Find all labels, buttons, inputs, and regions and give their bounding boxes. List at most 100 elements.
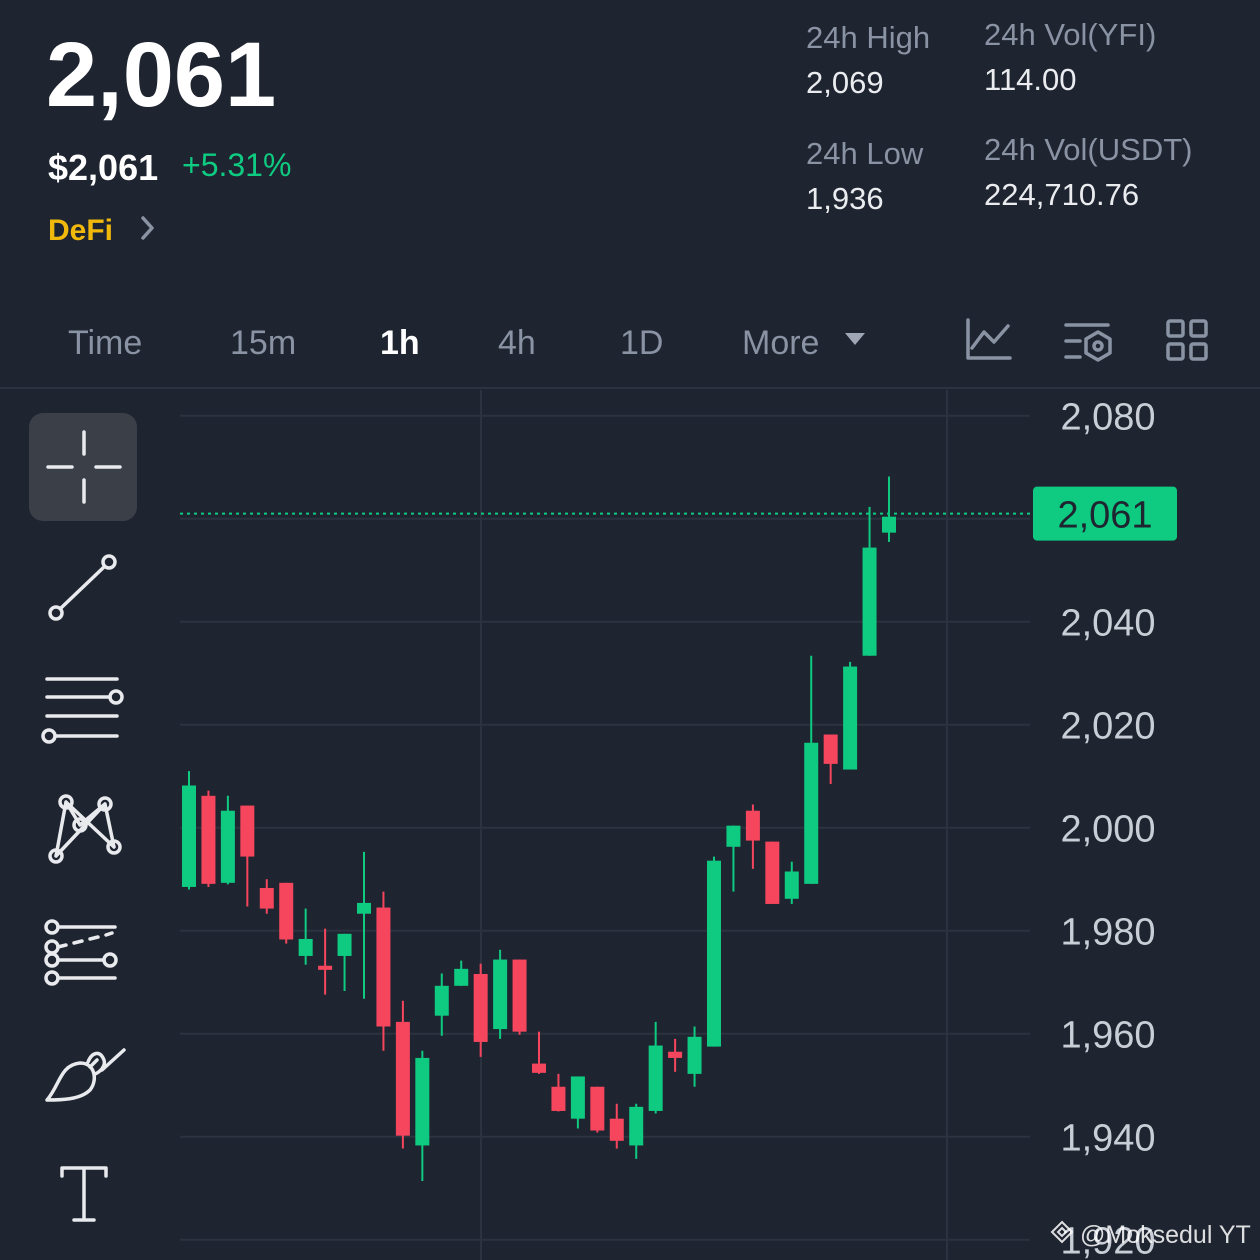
usd-price: $2,061 — [48, 147, 158, 188]
candle-body — [823, 734, 838, 764]
y-tick-label: 1,960 — [1060, 1015, 1155, 1057]
icon — [45, 1061, 97, 1102]
candle-body — [843, 666, 858, 770]
icon — [1084, 330, 1112, 362]
candle-body — [882, 516, 896, 533]
candle-body — [395, 1021, 410, 1136]
tab[interactable]: 4h — [498, 324, 536, 362]
candle-body — [279, 882, 294, 940]
stat-label: 24h High — [806, 20, 930, 55]
icon — [1064, 323, 1110, 359]
stat-label: 24h Vol(YFI) — [984, 17, 1156, 52]
candle-body — [454, 968, 469, 986]
icon — [58, 794, 74, 810]
settings-button[interactable] — [1064, 323, 1112, 362]
icon — [44, 952, 60, 968]
candle-body — [570, 1076, 585, 1119]
last-price-label: 2,061 — [1057, 495, 1152, 537]
tab[interactable]: More — [742, 324, 819, 362]
candle-body — [648, 1045, 663, 1111]
icon — [48, 605, 64, 621]
fib-tool[interactable] — [44, 919, 118, 986]
y-tick-label: 2,040 — [1060, 603, 1155, 645]
stat-value: 114.00 — [984, 62, 1077, 97]
y-tick-label: 2,080 — [1060, 397, 1155, 439]
horizontal-line-tool[interactable] — [41, 677, 124, 744]
candle-body — [182, 785, 196, 887]
candle-body — [493, 959, 508, 1030]
icon — [45, 677, 119, 738]
candle-body — [629, 1106, 644, 1146]
candle-body — [512, 959, 527, 1032]
layout-button[interactable] — [1166, 319, 1208, 361]
dropdown-arrow — [845, 333, 865, 345]
tab[interactable]: 1h — [380, 324, 420, 362]
tag-link[interactable]: DeFi — [48, 214, 154, 247]
candle-body — [434, 985, 449, 1016]
candle-body — [862, 547, 877, 656]
icon — [60, 1166, 108, 1222]
icon — [106, 839, 122, 855]
icon — [56, 925, 117, 980]
tabs: Time 15m 1h 4h 1D More — [68, 324, 819, 362]
icon — [1166, 319, 1185, 338]
icon — [108, 689, 124, 705]
icon — [1189, 342, 1208, 361]
crosshair-tool[interactable] — [29, 413, 137, 521]
candle-body — [357, 902, 371, 914]
candle-body — [240, 805, 255, 857]
y-tick-label: 2,000 — [1060, 809, 1155, 851]
candle-body — [532, 1063, 546, 1073]
icon — [970, 324, 1010, 350]
icon — [102, 952, 118, 968]
icon — [44, 919, 60, 935]
y-tick-label: 1,920 — [1060, 1221, 1155, 1260]
tab[interactable]: 15m — [230, 324, 296, 362]
icon — [1189, 319, 1208, 338]
icon — [1092, 340, 1104, 352]
candle-body — [473, 973, 488, 1042]
tool-selected — [29, 413, 137, 521]
tab[interactable]: 1D — [620, 324, 663, 362]
icon — [46, 430, 122, 504]
icon — [966, 318, 1012, 360]
icon — [86, 1051, 107, 1076]
chart: 2,0802,0602,0402,0202,0001,9801,9601,940… — [180, 397, 1177, 1260]
tab[interactable]: Time — [68, 324, 142, 362]
indicator-button[interactable] — [966, 318, 1012, 360]
watermark-text: @Moksedul YT — [1080, 1221, 1251, 1249]
candle-body — [765, 841, 780, 904]
candle-body — [707, 860, 721, 1047]
brush-tool[interactable] — [45, 1048, 126, 1102]
y-tick-label: 1,980 — [1060, 912, 1155, 954]
chevron — [141, 216, 154, 240]
candle-body — [804, 742, 819, 884]
icon — [48, 848, 64, 864]
tag[interactable]: DeFi — [48, 214, 113, 247]
icon — [88, 1048, 126, 1072]
line-tool[interactable] — [48, 554, 117, 621]
candle-body — [745, 810, 760, 841]
stat-value: 224,710.76 — [984, 177, 1139, 212]
icon — [41, 728, 57, 744]
candle-body — [609, 1118, 624, 1141]
stat-value: 1,936 — [806, 181, 884, 216]
stats: 24h High 2,069 24h Low 1,936 24h Vol(YFI) 114… — [806, 17, 1192, 216]
change: +5.31% — [182, 147, 291, 183]
stat-value: 2,069 — [806, 65, 884, 100]
candle-body — [376, 907, 391, 1027]
text-tool[interactable] — [60, 1166, 108, 1222]
icon — [72, 817, 88, 833]
pattern-tool[interactable] — [48, 794, 122, 864]
icon — [97, 796, 113, 812]
candle-body — [337, 933, 352, 956]
candle-body — [259, 887, 274, 909]
candle-body — [298, 938, 313, 956]
candle-body — [220, 810, 235, 883]
last-price-box — [1033, 486, 1177, 541]
price: 2,061 — [46, 24, 276, 126]
y-tick-label: 1,940 — [1060, 1118, 1155, 1160]
